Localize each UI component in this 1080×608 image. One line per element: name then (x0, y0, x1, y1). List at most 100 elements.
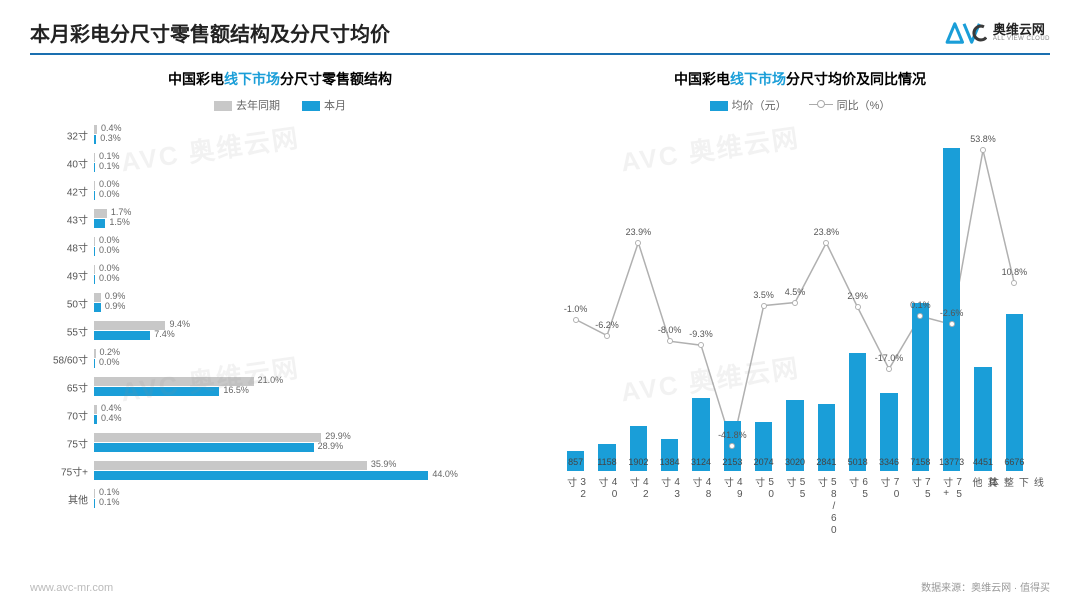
hbar-series-b (94, 443, 314, 452)
vbar-value: 4451 (973, 457, 993, 467)
hbar-value-b: 1.5% (105, 217, 130, 227)
hbar-value-a: 0.4% (97, 123, 122, 133)
hbar-value-b: 0.9% (101, 301, 126, 311)
hbar-series-b (94, 219, 105, 228)
hbar-value-a: 0.2% (96, 347, 121, 357)
vbar-value: 3346 (879, 457, 899, 467)
line-value-label: 4.5% (785, 287, 806, 297)
x-category-label: 75寸+ (939, 477, 965, 501)
line-point (1011, 280, 1017, 286)
left-chart: 中国彩电线下市场分尺寸零售额结构 去年同期 本月 32寸0.4%0.3%40寸0… (30, 63, 530, 541)
hbar-value-b: 0.0% (95, 273, 120, 283)
line-point (823, 240, 829, 246)
hbar-category-label: 70寸 (30, 408, 88, 423)
line-point (667, 338, 673, 344)
x-category-label: 48寸 (688, 477, 714, 501)
hbar-value-b: 0.1% (95, 161, 120, 171)
line-point (635, 240, 641, 246)
vbar-value: 2074 (754, 457, 774, 467)
hbar-value-b: 0.0% (95, 245, 120, 255)
left-chart-title: 中国彩电线下市场分尺寸零售额结构 (30, 69, 530, 89)
x-category-label: 65寸 (845, 477, 871, 501)
hbar-series-b (94, 471, 428, 480)
line-point (855, 304, 861, 310)
hbar-category-label: 65寸 (30, 380, 88, 395)
x-category-label: 49寸 (719, 477, 745, 501)
vbar-value: 1384 (660, 457, 680, 467)
hbar-series-a (94, 293, 101, 302)
vbar-value: 5018 (848, 457, 868, 467)
hbar-series-b (94, 387, 219, 396)
avc-logo-icon (941, 19, 987, 47)
vbar-value: 6676 (1004, 457, 1024, 467)
hbar-value-b: 0.3% (96, 133, 121, 143)
line-point (949, 321, 955, 327)
x-category-label: 43寸 (657, 477, 683, 501)
hbar-value-b: 44.0% (428, 469, 458, 479)
line-value-label: 0.1% (910, 300, 931, 310)
hbar-row: 40寸0.1%0.1% (94, 149, 520, 177)
hbar-row: 65寸21.0%16.5% (94, 373, 520, 401)
line-point (917, 313, 923, 319)
vbar-value: 2153 (722, 457, 742, 467)
line-value-label: -2.6% (940, 308, 964, 318)
hbar-value-a: 0.0% (95, 179, 120, 189)
line-point (604, 333, 610, 339)
hbar-row: 其他0.1%0.1% (94, 485, 520, 513)
hbar-value-a: 0.9% (101, 291, 126, 301)
vbar-value: 1902 (628, 457, 648, 467)
line-value-label: -8.0% (658, 325, 682, 335)
line-point (729, 443, 735, 449)
hbar-row: 43寸1.7%1.5% (94, 205, 520, 233)
hbar-value-a: 35.9% (367, 459, 397, 469)
hbar-category-label: 43寸 (30, 212, 88, 227)
hbar-row: 42寸0.0%0.0% (94, 177, 520, 205)
hbar-value-b: 0.1% (95, 497, 120, 507)
line-point (573, 317, 579, 323)
page-title: 本月彩电分尺寸零售额结构及分尺寸均价 (30, 18, 390, 47)
line-value-label: 10.8% (1002, 267, 1028, 277)
hbar-row: 70寸0.4%0.4% (94, 401, 520, 429)
vbar (849, 353, 866, 471)
hbar-category-label: 49寸 (30, 268, 88, 283)
hbar-category-label: 50寸 (30, 296, 88, 311)
hbar-series-a (94, 433, 321, 442)
hbar-row: 32寸0.4%0.3% (94, 121, 520, 149)
hbar-row: 49寸0.0%0.0% (94, 261, 520, 289)
hbar-value-b: 28.9% (314, 441, 344, 451)
line-value-label: -41.8% (718, 430, 747, 440)
hbar-value-a: 21.0% (254, 375, 284, 385)
x-category-label: 50寸 (751, 477, 777, 501)
x-category-label: 40寸 (594, 477, 620, 501)
vbar-value: 1158 (597, 457, 616, 467)
brand-logo: 奥维云网 ALL VIEW CLOUD (941, 19, 1050, 47)
line-point (792, 300, 798, 306)
hbar-value-b: 0.0% (95, 189, 120, 199)
line-point (761, 303, 767, 309)
hbar-value-a: 29.9% (321, 431, 351, 441)
hbar-category-label: 48寸 (30, 240, 88, 255)
x-category-label: 线下整体 (984, 477, 1044, 488)
vbar (912, 303, 929, 471)
hbar-series-b (94, 331, 150, 340)
hbar-category-label: 其他 (30, 492, 88, 507)
hbar-category-label: 40寸 (30, 156, 88, 171)
hbar-series-a (94, 461, 367, 470)
hbar-category-label: 58/60寸 (30, 352, 88, 367)
line-value-label: 23.8% (814, 227, 840, 237)
x-category-label: 55寸 (782, 477, 808, 501)
footer-url: www.avc-mr.com (30, 582, 113, 594)
hbar-category-label: 75寸 (30, 436, 88, 451)
vbar (974, 367, 991, 471)
line-value-label: 23.9% (626, 227, 652, 237)
vbar-value: 13773 (939, 457, 964, 467)
right-chart: 中国彩电线下市场分尺寸均价及同比情况 均价（元） 同比（%） 85732寸-1.… (550, 63, 1050, 541)
x-category-label: 70寸 (876, 477, 902, 501)
hbar-row: 55寸9.4%7.4% (94, 317, 520, 345)
vbar (1006, 314, 1023, 471)
logo-text-en: ALL VIEW CLOUD (993, 36, 1050, 42)
title-underline (30, 53, 1050, 55)
right-chart-title: 中国彩电线下市场分尺寸均价及同比情况 (550, 69, 1050, 89)
hbar-category-label: 42寸 (30, 184, 88, 199)
hbar-row: 75寸+35.9%44.0% (94, 457, 520, 485)
